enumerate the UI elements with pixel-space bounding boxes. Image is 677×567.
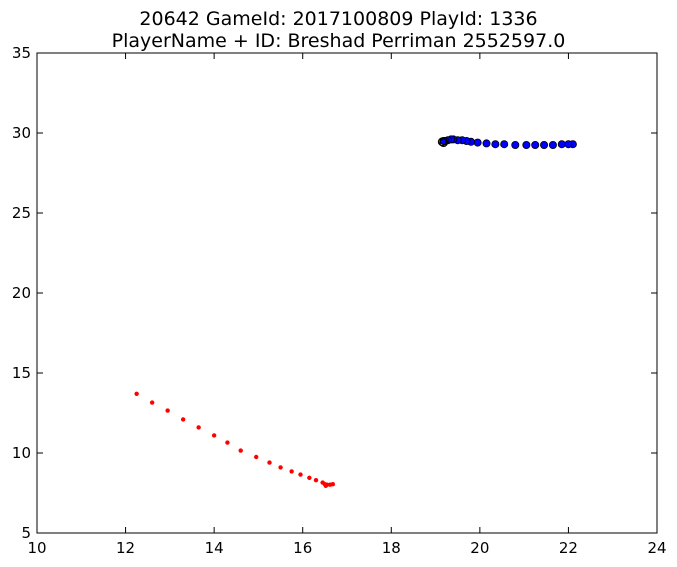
y-tick-label: 25 xyxy=(12,204,31,222)
chart-title-line-1: 20642 GameId: 2017100809 PlayId: 1336 xyxy=(139,8,538,30)
data-point xyxy=(557,140,566,149)
y-tick-label: 35 xyxy=(12,44,31,62)
y-tick-label: 20 xyxy=(12,284,31,302)
data-point xyxy=(313,478,319,483)
data-point xyxy=(238,448,243,453)
series-0 xyxy=(134,391,336,488)
data-point xyxy=(522,140,531,149)
data-point xyxy=(500,140,509,149)
series-2 xyxy=(437,137,448,148)
y-tick-label: 5 xyxy=(21,524,31,542)
y-tick-label: 15 xyxy=(12,364,31,382)
x-tick-label: 10 xyxy=(27,539,46,557)
data-point xyxy=(298,472,303,477)
x-tick-label: 20 xyxy=(470,539,489,557)
data-point xyxy=(482,139,491,148)
x-tick-label: 12 xyxy=(116,539,135,557)
data-point xyxy=(564,140,573,149)
data-point xyxy=(307,475,312,480)
data-point xyxy=(225,440,230,445)
data-point xyxy=(267,460,272,465)
data-point xyxy=(278,465,283,470)
data-point xyxy=(473,138,482,147)
plot-frame xyxy=(36,52,658,534)
data-point xyxy=(323,483,328,488)
data-point xyxy=(165,408,170,413)
data-point xyxy=(437,137,447,147)
x-tick-label: 16 xyxy=(293,539,312,557)
data-point xyxy=(254,454,259,460)
y-tick-label: 30 xyxy=(12,124,31,142)
x-tick-label: 14 xyxy=(205,539,224,557)
data-point xyxy=(491,140,500,149)
y-tick-label: 10 xyxy=(12,444,31,462)
data-point xyxy=(289,469,294,474)
data-point xyxy=(330,482,336,487)
data-point xyxy=(511,140,520,149)
data-point xyxy=(531,140,540,149)
x-tick-label: 24 xyxy=(647,539,666,557)
data-point xyxy=(439,138,448,148)
chart-title-line-2: PlayerName + ID: Breshad Perriman 255259… xyxy=(111,30,566,52)
x-tick-label: 22 xyxy=(559,539,578,557)
data-point xyxy=(134,391,139,396)
series-1 xyxy=(439,135,577,149)
data-point xyxy=(548,140,557,149)
data-point xyxy=(196,425,201,430)
data-point xyxy=(149,400,155,405)
data-point xyxy=(180,417,186,422)
data-point xyxy=(211,433,217,438)
data-point xyxy=(540,140,549,149)
x-tick-label: 18 xyxy=(382,539,401,557)
